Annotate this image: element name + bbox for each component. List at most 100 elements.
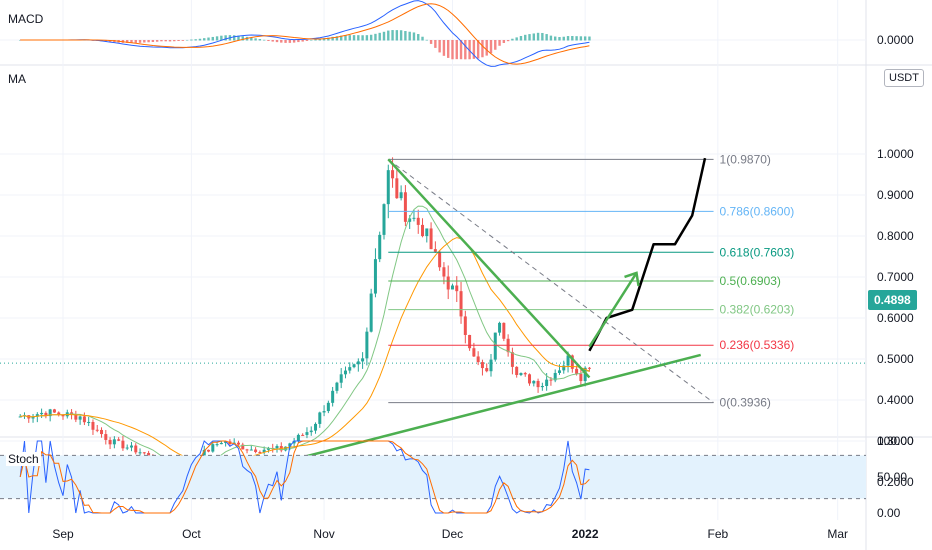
macd-histogram-bar xyxy=(288,40,292,43)
macd-histogram-bar xyxy=(532,33,535,41)
candle-body xyxy=(348,367,352,371)
macd-histogram-bar xyxy=(404,31,407,41)
x-tick-label: 2022 xyxy=(572,527,599,541)
candle-body xyxy=(403,192,407,222)
macd-histogram-bar xyxy=(562,36,565,41)
candle-body xyxy=(472,348,476,357)
price-tick-label: 0.3000 xyxy=(877,434,914,448)
macd-histogram-bar xyxy=(203,38,206,41)
candle-body xyxy=(31,416,35,419)
price-tick-label: 0.4000 xyxy=(877,393,914,407)
candle-body xyxy=(399,192,403,199)
macd-histogram-bar xyxy=(284,40,287,43)
candle-body xyxy=(121,440,125,449)
projection-arrow xyxy=(588,272,638,348)
macd-histogram-bar xyxy=(536,32,540,41)
macd-histogram-bar xyxy=(515,37,518,41)
macd-histogram-bar xyxy=(494,40,497,50)
macd-histogram-bar xyxy=(258,39,262,41)
stoch-band xyxy=(0,455,866,499)
macd-tick-label: 0.0000 xyxy=(877,33,914,47)
candle-body xyxy=(335,382,339,391)
macd-histogram-bar xyxy=(322,38,326,41)
macd-histogram-bar xyxy=(173,40,176,42)
last-price-tag: 0.4898 xyxy=(868,290,917,310)
macd-histogram-bar xyxy=(160,40,163,42)
candle-body xyxy=(356,361,360,365)
candle-body xyxy=(365,331,369,359)
macd-histogram-bar xyxy=(519,35,523,41)
candle-body xyxy=(549,379,553,381)
candle-body xyxy=(476,356,480,363)
candle-body xyxy=(386,170,390,205)
macd-histogram-bar xyxy=(207,37,210,41)
candle-body xyxy=(566,355,570,366)
candle-body xyxy=(125,447,129,449)
x-tick-label: Oct xyxy=(182,527,201,541)
x-tick-label: Nov xyxy=(313,527,334,541)
candle-body xyxy=(296,434,300,441)
candle-body xyxy=(562,365,566,371)
candle-body xyxy=(450,285,454,290)
macd-histogram-bar xyxy=(464,40,467,60)
price-tick-label: 1.0000 xyxy=(877,147,914,161)
macd-histogram-bar xyxy=(185,39,189,41)
macd-histogram-bar xyxy=(455,40,458,60)
macd-histogram-bar xyxy=(438,40,441,53)
candle-body xyxy=(224,441,228,443)
macd-histogram-bar xyxy=(143,40,146,43)
macd-histogram-bar xyxy=(241,36,244,41)
candle-body xyxy=(575,368,579,374)
macd-histogram-bar xyxy=(340,35,343,41)
macd-histogram-bar xyxy=(314,39,317,41)
candle-body xyxy=(391,170,395,179)
candles xyxy=(18,157,591,485)
macd-histogram-bar xyxy=(429,40,433,44)
macd-histogram-bar xyxy=(554,36,557,41)
candle-body xyxy=(207,449,211,452)
macd-histogram-bar xyxy=(442,40,446,56)
macd-histogram-bar xyxy=(220,35,223,41)
fib-level-label: 0.5(0.6903) xyxy=(720,274,781,288)
candle-body xyxy=(408,218,412,222)
candle-body xyxy=(540,385,544,388)
candle-body xyxy=(318,412,322,424)
macd-histogram-bar xyxy=(215,36,219,41)
candle-body xyxy=(112,439,116,445)
candle-body xyxy=(502,322,506,339)
candle-body xyxy=(519,373,523,375)
macd-histogram-bar xyxy=(147,40,150,43)
candle-body xyxy=(468,334,472,349)
candle-body xyxy=(275,446,279,449)
candle-body xyxy=(446,276,450,290)
macd-histogram-bar xyxy=(425,39,428,41)
macd-histogram-bar xyxy=(485,40,488,56)
price-tick-label: 0.8000 xyxy=(877,229,914,243)
ma-fast-line xyxy=(20,205,590,473)
macd-histogram-bar xyxy=(262,39,266,41)
candle-body xyxy=(438,251,442,268)
macd-histogram-bar xyxy=(181,40,185,41)
candle-body xyxy=(498,322,502,333)
macd-histogram-bar xyxy=(417,34,420,41)
candle-body xyxy=(523,373,527,375)
macd-histogram-bar xyxy=(472,40,476,59)
candle-body xyxy=(254,449,258,453)
stoch-tick-label: 0.00 xyxy=(877,506,901,520)
macd-pane xyxy=(0,0,866,67)
candle-body xyxy=(82,416,86,423)
candle-body xyxy=(138,452,142,454)
macd-histogram-bar xyxy=(502,40,506,43)
candle-body xyxy=(202,449,206,459)
candle-body xyxy=(369,293,373,332)
candle-body xyxy=(52,409,56,413)
macd-histogram-bar xyxy=(267,40,270,42)
macd-histogram-bar xyxy=(374,33,377,41)
candle-body xyxy=(425,228,429,237)
candle-body xyxy=(545,379,549,386)
macd-histogram-bar xyxy=(506,40,510,42)
currency-badge[interactable]: USDT xyxy=(884,69,924,87)
macd-histogram-bar xyxy=(489,40,493,54)
macd-histogram-bar xyxy=(382,31,386,41)
